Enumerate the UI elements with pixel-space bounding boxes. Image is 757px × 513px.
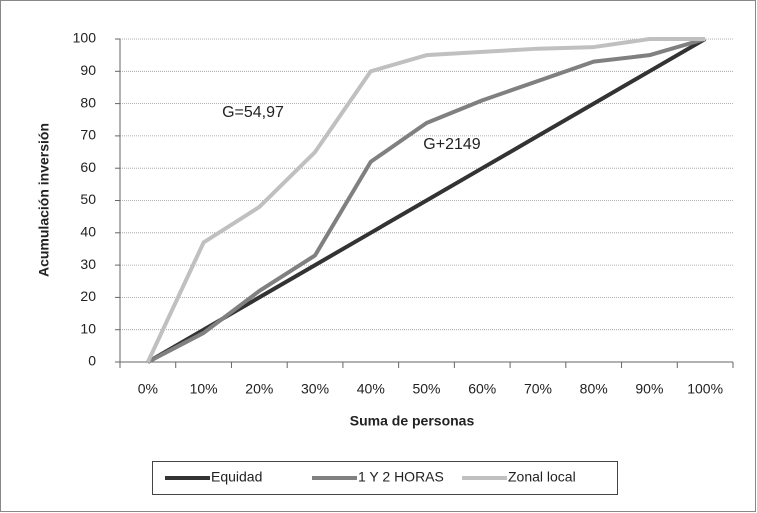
- x-tick-label: 50%: [412, 381, 440, 397]
- x-tick-label: 30%: [301, 381, 329, 397]
- y-tick-label: 80: [80, 94, 96, 110]
- series-line: [146, 37, 707, 364]
- legend-box: [152, 461, 618, 495]
- y-axis-label: Acumulación inversión: [36, 123, 52, 277]
- y-tick-label: 90: [80, 62, 96, 78]
- x-tick-label: 0%: [138, 381, 158, 397]
- y-tick-label: 20: [80, 288, 96, 304]
- series-line: [146, 37, 706, 364]
- legend-label: Equidad: [211, 469, 262, 485]
- y-tick-label: 30: [80, 256, 96, 272]
- y-tick-label: 50: [80, 191, 96, 207]
- y-tick-label: 0: [88, 353, 96, 369]
- series-line: [146, 37, 706, 363]
- x-tick-label: 20%: [245, 381, 273, 397]
- legend-label: 1 Y 2 HORAS: [358, 469, 444, 485]
- x-tick-label: 70%: [524, 381, 552, 397]
- x-tick-label: 60%: [468, 381, 496, 397]
- x-tick-label: 80%: [580, 381, 608, 397]
- y-tick-label: 40: [80, 224, 96, 240]
- annotation: G+2149: [423, 136, 480, 153]
- x-axis-label: Suma de personas: [350, 413, 475, 429]
- y-tick-label: 70: [80, 127, 96, 143]
- x-tick-label: 10%: [190, 381, 218, 397]
- x-tick-label: 40%: [357, 381, 385, 397]
- y-tick-label: 60: [80, 159, 96, 175]
- y-tick-label: 100: [73, 30, 97, 46]
- x-tick-label: 100%: [687, 381, 723, 397]
- legend-label: Zonal local: [508, 469, 576, 485]
- annotation: G=54,97: [222, 104, 284, 121]
- x-tick-label: 90%: [635, 381, 663, 397]
- y-tick-label: 10: [80, 320, 96, 336]
